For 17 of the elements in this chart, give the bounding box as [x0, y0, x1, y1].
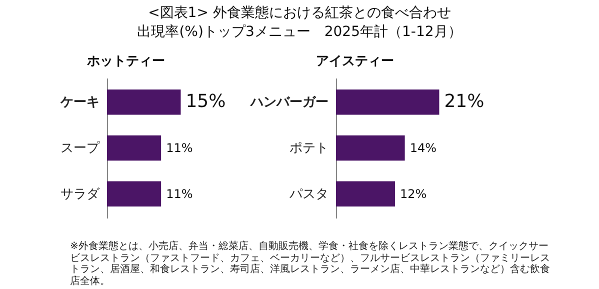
y-tick-label: パスタ [288, 186, 328, 202]
y-tick-label: ポテト [290, 141, 328, 156]
data-label: 15% [186, 91, 226, 112]
text: <図表1> 外食業態における紅茶との食べ合わせ [147, 4, 452, 22]
y-tick-label: ケーキ [60, 95, 100, 110]
y-tick-label: スープ [60, 141, 100, 156]
data-label: 11% [166, 141, 193, 155]
text: ※外食業態とは、小売店、弁当・総菜店、自動販売機、学食・社食を除くレストラン業態で、クイックサービスレストラン（ファストフード、カフェ、ベーカリーなど）、フルサービスレストラン（ファミリーレストラン、居酒屋、和食レストラン、寿司店、洋風レストラン、ラーメン店、中華レストランなど）含む飲食店全体。 [70, 241, 550, 287]
y-tick-label: ハンバーガー [250, 95, 328, 110]
data-label: 21% [444, 91, 484, 112]
chart-title: アイスティー [316, 54, 394, 69]
data-label: 14% [410, 141, 436, 155]
data-label: 12% [400, 186, 427, 201]
y-tick-label: サラダ [60, 186, 100, 202]
text: 出現率(%)トップ3メニュー 2025年計（1-12月） [136, 23, 463, 41]
data-label: 11% [166, 186, 193, 201]
chart-title: ホットティー [86, 54, 165, 69]
